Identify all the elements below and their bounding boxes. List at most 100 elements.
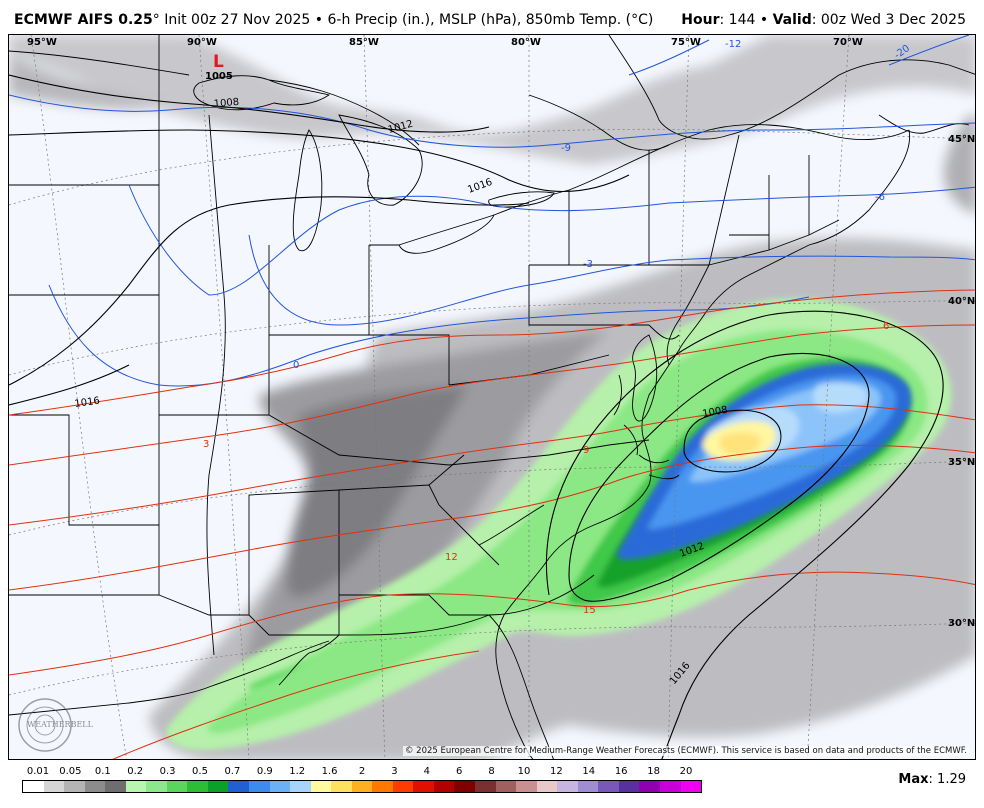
- isobar-1008-low: [683, 409, 782, 473]
- map-title: ECMWF AIFS 0.25° Init 00z 27 Nov 2025 • …: [14, 12, 653, 28]
- florida-outline: [278, 614, 554, 759]
- isotherm-12: [9, 444, 975, 591]
- lon-label-75w: 75°W: [671, 37, 701, 48]
- lat-label-30n: 30°N: [948, 618, 975, 629]
- legend-swatch: [146, 781, 167, 792]
- title-bullet: •: [314, 12, 324, 28]
- map-header: ECMWF AIFS 0.25° Init 00z 27 Nov 2025 • …: [0, 0, 984, 34]
- legend-swatch: [125, 781, 147, 792]
- legend-tick-label: 1.6: [321, 766, 338, 777]
- legend-tick-label: 10: [517, 766, 531, 777]
- legend-tick-label: 8: [488, 766, 495, 777]
- max-value: : 1.29: [928, 772, 966, 787]
- isotherm-3: [9, 289, 975, 416]
- isotherm-minus-3: [248, 234, 975, 326]
- temp-label-minus-3: -3: [583, 259, 593, 270]
- lon-label-95w: 95°W: [27, 37, 57, 48]
- lake-huron: [338, 114, 423, 206]
- isobars: [9, 74, 944, 759]
- legend-swatch: [680, 781, 702, 792]
- weatherbell-logo: WEATHERBELL: [18, 698, 94, 752]
- hour-label: Hour: [681, 12, 720, 28]
- lat-label-35n: 35°N: [948, 457, 975, 468]
- isotherm-15: [9, 571, 975, 676]
- legend-swatch: [187, 781, 208, 792]
- isobar-1016-west: [9, 364, 130, 406]
- temp-label-6: 6: [883, 321, 889, 332]
- low-symbol: L: [213, 52, 224, 72]
- lake-superior: [193, 75, 331, 111]
- legend-swatch: [454, 781, 476, 792]
- low-pressure-center: L 1005: [205, 52, 233, 82]
- temp-label-minus-9: -9: [561, 143, 571, 154]
- legend-swatch: [433, 781, 455, 792]
- legend-swatch: [166, 781, 188, 792]
- lon-label-80w: 80°W: [511, 37, 541, 48]
- legend-swatch: [290, 781, 311, 792]
- legend-swatch: [310, 781, 332, 792]
- isotherm-9: [9, 404, 975, 526]
- legend-swatch: [392, 781, 414, 792]
- borders: [9, 35, 975, 759]
- longitude-labels: 95°W 90°W 85°W 80°W 75°W 70°W: [27, 37, 863, 48]
- legend-tick-label: 0.5: [192, 766, 208, 777]
- gulf-coastline: [9, 640, 330, 716]
- product-description: 6-h Precip (in.), MSLP (hPa), 850mb Temp…: [327, 12, 654, 28]
- legend-swatch: [207, 781, 229, 792]
- graticule: [9, 35, 975, 759]
- lake-michigan: [292, 129, 323, 252]
- legend-tick-label: 0.1: [94, 766, 111, 777]
- lake-erie: [398, 214, 495, 254]
- lat-label-45n: 45°N: [948, 134, 975, 145]
- isotherm-6: [9, 324, 975, 466]
- logo-text: WEATHERBELL: [27, 720, 94, 729]
- legend-tick-label: 0.2: [127, 766, 144, 777]
- isobar-1016-low: [545, 310, 944, 759]
- legend-swatch: [64, 781, 85, 792]
- legend-swatch: [23, 781, 44, 792]
- legend-color-bar: [22, 780, 702, 793]
- legend-swatch: [495, 781, 517, 792]
- temp-label-15: 15: [583, 605, 596, 616]
- legend-swatch: [536, 781, 558, 792]
- precip-legend: 0.01 0.05 0.1 0.2 0.3 0.5 0.7 0.9 1.2 1.6 2 3 4 6 8 10 1…: [22, 766, 702, 796]
- isobar-label: 1008: [702, 405, 729, 420]
- model-name: ECMWF AIFS 0.25: [14, 12, 153, 28]
- isobar-1016-north: [9, 196, 530, 386]
- max-label: Max: [898, 772, 929, 787]
- legend-swatch: [516, 781, 537, 792]
- legend-swatch: [475, 781, 496, 792]
- lon-label-70w: 70°W: [833, 37, 863, 48]
- temp-label-9: 9: [583, 445, 589, 456]
- legend-swatch: [105, 781, 126, 792]
- map-canvas: 1008 1012 1016 1016 1008 1012 1016 -12 -…: [9, 35, 975, 759]
- legend-tick-label: 14: [582, 766, 596, 777]
- legend-swatch: [618, 781, 640, 792]
- isobar-label: 1008: [213, 97, 239, 110]
- copyright-notice: © 2025 European Centre for Medium-Range …: [402, 746, 969, 756]
- low-pressure-value: 1005: [205, 71, 233, 82]
- legend-tick-label: 18: [647, 766, 660, 777]
- isobar-1012-low: [568, 353, 870, 602]
- legend-tick-label: 0.3: [159, 766, 176, 777]
- max-precip: Max: 1.29: [898, 772, 966, 787]
- legend-swatch: [249, 781, 270, 792]
- temp-label-minus-12: -12: [725, 39, 741, 50]
- isotherm-0: [48, 284, 810, 387]
- lon-label-85w: 85°W: [349, 37, 379, 48]
- legend-swatch: [269, 781, 291, 792]
- legend-tick-label: 0.01: [26, 766, 50, 777]
- legend-tick-label: 0.7: [224, 766, 241, 777]
- temp-label-3: 3: [203, 439, 209, 450]
- legend-tick-label: 6: [456, 766, 463, 777]
- temp-label-minus-6: -6: [875, 192, 885, 203]
- legend-swatch: [351, 781, 373, 792]
- isobar-1012-north: [9, 129, 630, 192]
- legend-tick-label: 12: [550, 766, 563, 777]
- lat-label-40n: 40°N: [948, 296, 975, 307]
- legend-swatch: [331, 781, 352, 792]
- latitude-labels: 45°N 40°N 35°N 30°N: [948, 134, 975, 629]
- weather-map[interactable]: 1008 1012 1016 1016 1008 1012 1016 -12 -…: [8, 34, 976, 760]
- legend-swatch: [43, 781, 65, 792]
- legend-tick-label: 1.2: [289, 766, 306, 777]
